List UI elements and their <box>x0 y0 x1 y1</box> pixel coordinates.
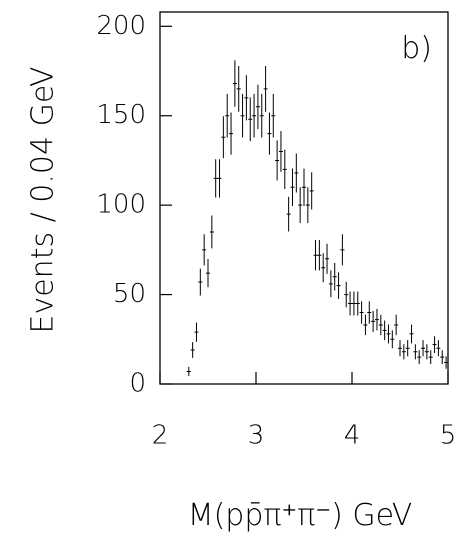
x-tick-label: 4 <box>344 421 361 451</box>
error-bar <box>209 215 214 249</box>
y-axis-label: Events / 0.04 GeV <box>26 67 61 334</box>
error-bar <box>432 336 437 354</box>
error-bar <box>417 350 422 365</box>
error-bar <box>336 272 341 299</box>
error-bar <box>267 112 272 155</box>
error-bar <box>340 234 345 266</box>
error-bar <box>413 344 418 360</box>
error-bar <box>367 301 372 324</box>
error-bar <box>271 93 276 138</box>
error-bar <box>294 153 299 193</box>
x-axis-label: M(pp̄π⁺π⁻) GeV <box>188 498 413 533</box>
error-bar <box>325 243 330 274</box>
error-bar <box>309 172 314 210</box>
error-bar <box>278 131 283 172</box>
y-tick-label: 0 <box>129 369 146 399</box>
error-bar <box>190 342 195 358</box>
error-bar <box>232 60 237 107</box>
error-bar <box>286 196 291 232</box>
error-bar <box>328 270 333 298</box>
error-bar <box>351 291 356 316</box>
error-bar <box>282 149 287 190</box>
error-bar <box>313 240 318 271</box>
error-bar <box>436 340 441 357</box>
error-bar <box>186 366 191 377</box>
error-bar <box>298 187 303 224</box>
error-bar <box>305 187 310 224</box>
error-bar <box>363 314 368 336</box>
error-bar <box>206 258 210 288</box>
error-bar <box>374 308 379 331</box>
x-tick-label: 3 <box>248 421 265 451</box>
x-tick-label: 5 <box>440 421 457 451</box>
error-bar <box>240 93 245 138</box>
error-bar <box>229 112 234 155</box>
error-bar <box>225 93 230 138</box>
error-bar <box>398 340 402 357</box>
error-bar <box>255 84 260 129</box>
error-bar <box>244 75 249 121</box>
error-bar <box>332 262 337 291</box>
error-bar <box>394 314 399 336</box>
error-bar <box>421 340 426 357</box>
plot-frame <box>159 11 449 385</box>
error-bar <box>194 322 199 342</box>
error-bar <box>236 66 241 112</box>
error-bar <box>382 320 387 341</box>
error-bar <box>317 240 322 271</box>
error-bar <box>401 344 406 360</box>
error-bar <box>371 310 376 332</box>
error-bar <box>424 344 429 360</box>
error-bar <box>275 140 280 181</box>
error-bar <box>202 234 207 266</box>
error-bar <box>378 314 383 336</box>
error-bar <box>302 168 306 207</box>
error-bar <box>321 253 326 283</box>
error-bar <box>263 66 268 112</box>
error-bar <box>213 159 218 198</box>
y-tick-label: 150 <box>96 100 146 130</box>
error-bar <box>198 268 203 296</box>
error-bar <box>428 350 433 365</box>
error-bar <box>359 301 364 324</box>
error-bar <box>355 291 360 316</box>
error-bar <box>344 281 349 308</box>
error-bar <box>248 97 253 142</box>
error-bar <box>221 116 226 159</box>
error-bar <box>440 350 445 365</box>
error-bar <box>290 168 295 207</box>
error-bar <box>348 291 353 316</box>
error-bar <box>252 93 257 138</box>
error-bar <box>390 330 395 349</box>
x-tick-label: 2 <box>152 421 169 451</box>
y-tick-label: 200 <box>96 11 146 41</box>
error-bar <box>386 324 391 344</box>
panel-label: b) <box>401 31 432 66</box>
error-bar <box>259 93 264 138</box>
error-bar <box>405 340 410 357</box>
error-bar <box>217 159 222 198</box>
y-tick-label: 50 <box>113 279 146 309</box>
y-tick-label: 100 <box>96 190 146 220</box>
error-bar <box>444 356 449 369</box>
error-bar <box>409 324 414 344</box>
